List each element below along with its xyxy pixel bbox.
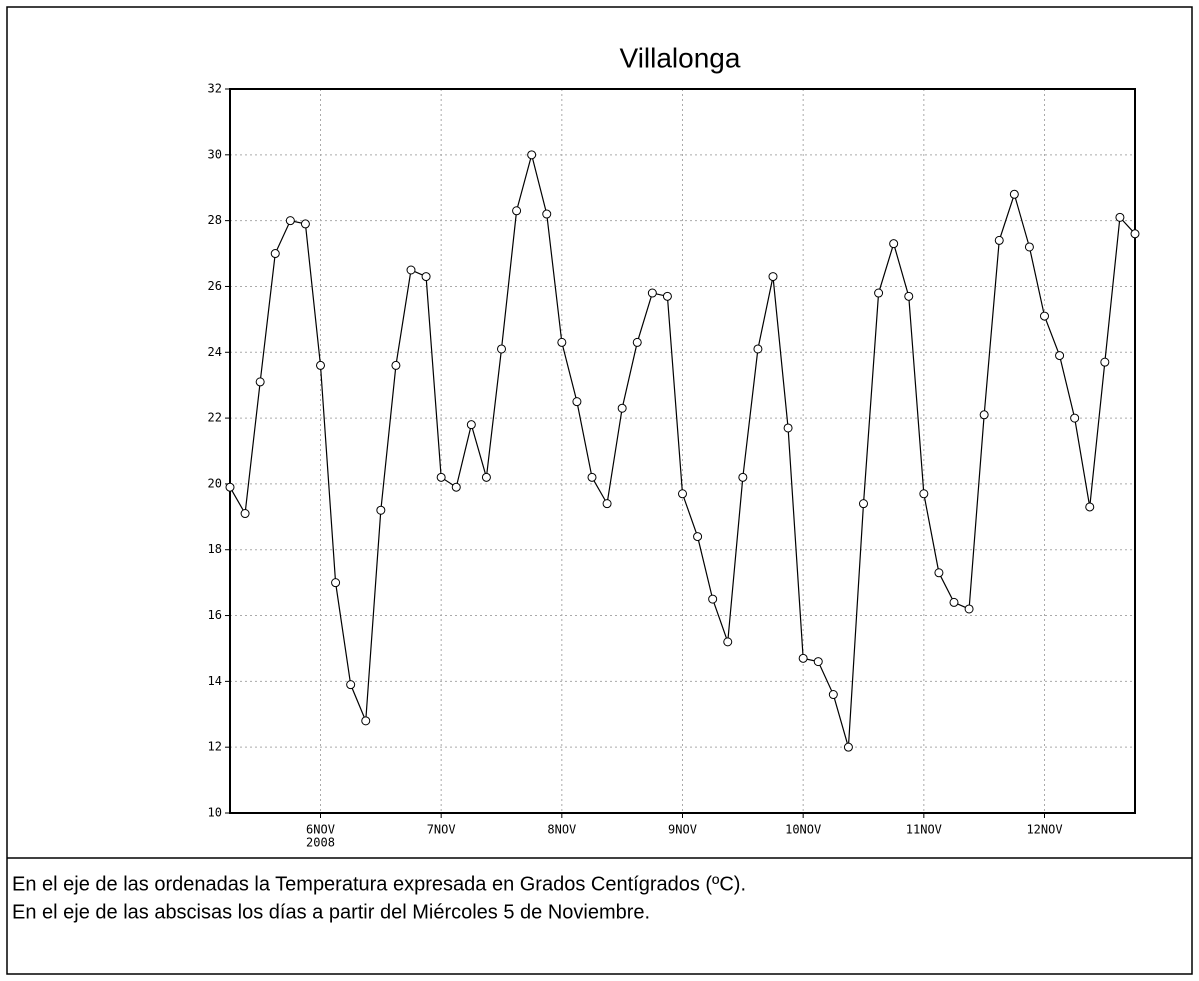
point xyxy=(964,604,974,614)
point xyxy=(1130,229,1140,239)
point xyxy=(1115,212,1125,222)
y-tick-label: 22 xyxy=(208,411,222,425)
point xyxy=(708,594,718,604)
point xyxy=(768,272,778,282)
point xyxy=(919,489,929,499)
point xyxy=(300,219,310,229)
point xyxy=(753,344,763,354)
y-tick-label: 28 xyxy=(208,213,222,227)
y-tick-label: 14 xyxy=(208,674,222,688)
point xyxy=(1070,413,1080,423)
point xyxy=(376,505,386,515)
point xyxy=(406,265,416,275)
caption-line: En el eje de las ordenadas la Temperatur… xyxy=(12,873,746,895)
point xyxy=(361,716,371,726)
x-tick-label: 9NOV xyxy=(668,823,697,837)
point xyxy=(1085,502,1095,512)
point xyxy=(1100,357,1110,367)
point xyxy=(240,509,250,519)
point xyxy=(1024,242,1034,252)
point xyxy=(466,420,476,430)
x-tick-label: 6NOV xyxy=(306,823,335,837)
y-tick-label: 30 xyxy=(208,147,222,161)
y-tick-label: 18 xyxy=(208,542,222,556)
point xyxy=(632,337,642,347)
point xyxy=(783,423,793,433)
point xyxy=(481,472,491,482)
chart-title: Villalonga xyxy=(620,42,741,73)
point xyxy=(316,360,325,370)
point xyxy=(557,337,567,347)
point xyxy=(798,653,808,663)
y-tick-label: 10 xyxy=(208,806,222,820)
point xyxy=(451,482,461,492)
point xyxy=(1009,189,1019,199)
x-tick-label: 10NOV xyxy=(785,823,821,837)
x-tick-label: 8NOV xyxy=(547,823,576,837)
y-tick-label: 16 xyxy=(208,608,222,622)
point xyxy=(512,206,522,216)
point xyxy=(934,568,944,578)
y-tick-label: 20 xyxy=(208,476,222,490)
point xyxy=(723,637,733,647)
y-tick-label: 12 xyxy=(208,740,222,754)
point xyxy=(874,288,884,298)
point xyxy=(662,291,672,301)
point xyxy=(497,344,506,354)
point xyxy=(678,489,687,499)
point xyxy=(572,397,582,407)
caption-line: En el eje de las abscisas los días a par… xyxy=(12,901,650,923)
point xyxy=(331,578,341,588)
point xyxy=(979,410,989,420)
point xyxy=(1040,311,1049,321)
point xyxy=(949,597,959,607)
point xyxy=(994,235,1004,245)
point xyxy=(587,472,597,482)
x-tick-label: 7NOV xyxy=(427,823,456,837)
point xyxy=(904,291,914,301)
point xyxy=(843,742,853,752)
point xyxy=(542,209,552,219)
x-tick-label: 11NOV xyxy=(906,823,942,837)
y-tick-label: 24 xyxy=(208,345,222,359)
x-tick-label: 12NOV xyxy=(1026,823,1062,837)
point xyxy=(346,680,356,690)
point xyxy=(859,499,868,509)
point xyxy=(813,657,823,667)
point xyxy=(738,472,748,482)
plot-frame xyxy=(229,88,1136,814)
point xyxy=(602,499,612,509)
point xyxy=(285,216,295,226)
point xyxy=(647,288,657,298)
y-tick-label: 26 xyxy=(208,279,222,293)
point xyxy=(436,472,446,482)
point xyxy=(421,272,431,282)
point xyxy=(889,239,899,249)
point xyxy=(828,690,838,700)
point xyxy=(255,377,265,387)
point xyxy=(527,150,537,160)
frame xyxy=(6,6,1193,975)
point xyxy=(225,482,235,492)
y-tick-label: 32 xyxy=(208,82,222,96)
point xyxy=(1055,351,1065,361)
point xyxy=(391,360,401,370)
point xyxy=(693,532,703,542)
x-year-label: 2008 xyxy=(306,836,335,850)
point xyxy=(270,249,280,259)
point xyxy=(617,403,627,413)
